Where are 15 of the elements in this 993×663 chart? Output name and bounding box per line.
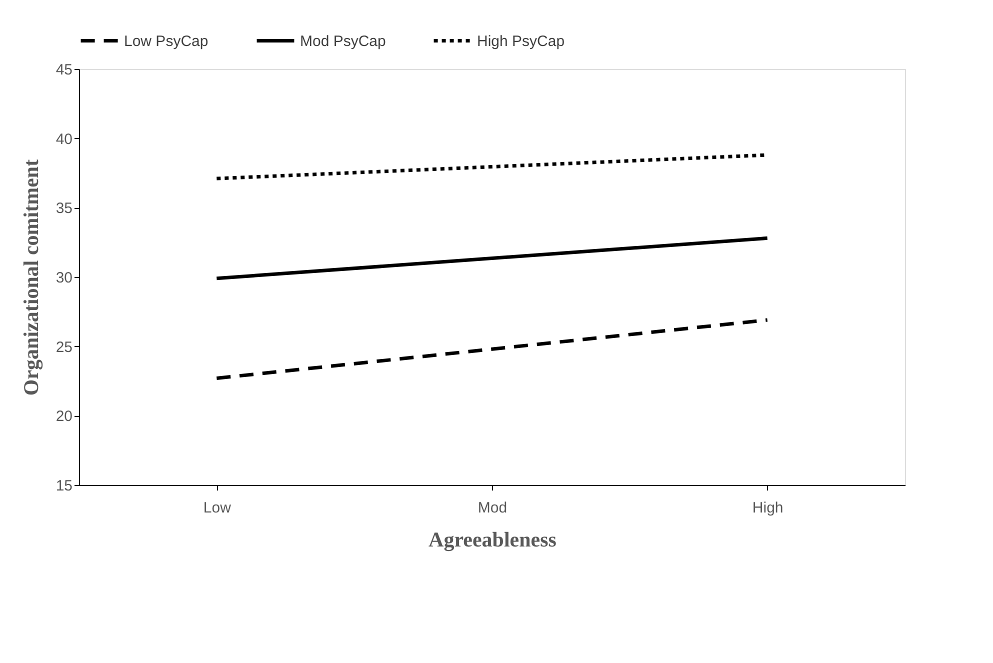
x-tick-label: High: [752, 500, 784, 516]
y-tick-label: 40: [56, 130, 72, 148]
x-tick-label: Mod: [478, 500, 508, 516]
y-tick-label: 15: [56, 478, 72, 494]
legend-label: Mod PsyCap: [300, 32, 386, 50]
legend-label: Low PsyCap: [124, 32, 208, 50]
y-tick-label: 25: [56, 338, 72, 356]
x-tick-label: Low: [203, 500, 232, 516]
x-axis-title: Agreeableness: [428, 528, 556, 552]
legend-label: High PsyCap: [477, 32, 565, 50]
y-axis-title: Organizational comitment: [18, 159, 43, 396]
y-tick-label: 20: [56, 408, 72, 426]
y-tick-label: 35: [56, 200, 72, 218]
y-tick-label: 45: [56, 62, 72, 78]
y-tick-label: 30: [56, 270, 72, 286]
